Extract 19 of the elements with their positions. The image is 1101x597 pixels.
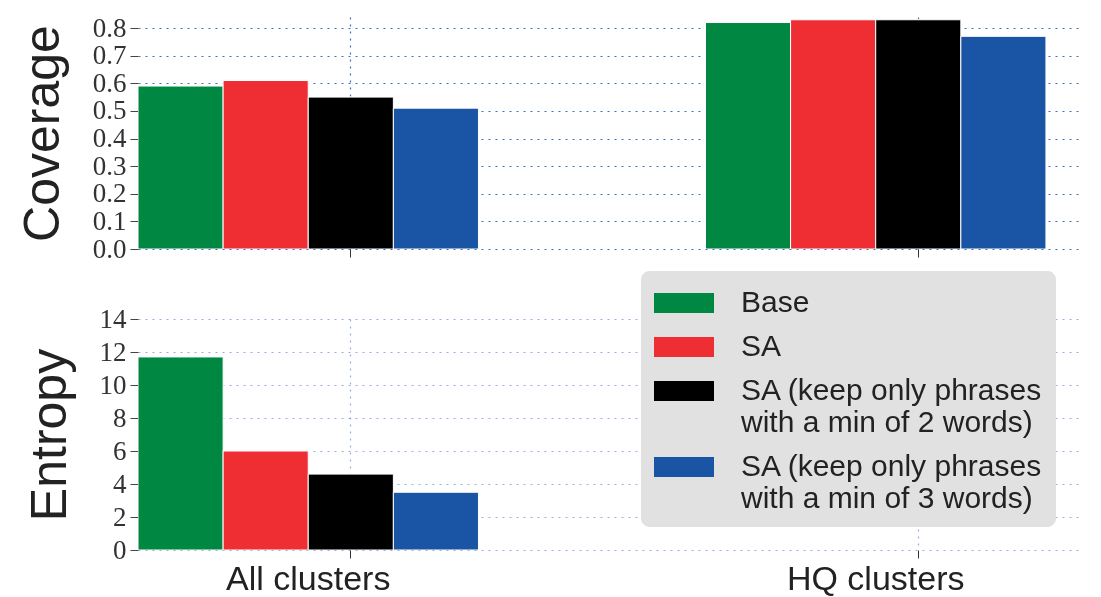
x-tick-label: HQ clusters xyxy=(786,558,965,597)
y-tick-label: 14 xyxy=(99,303,127,334)
legend-label: Base xyxy=(741,285,810,318)
y-axis-title: Coverage xyxy=(13,25,70,242)
y-tick-label: 0.0 xyxy=(92,233,127,264)
y-tick-label: 0.5 xyxy=(92,95,127,126)
x-tick-label: All clusters xyxy=(226,558,391,597)
y-tick-label: 0 xyxy=(113,534,127,565)
legend-label: SA (keep only phrases with a min of 2 words) xyxy=(740,373,1042,438)
y-tick-label: 2 xyxy=(113,501,127,532)
y-tick-label: 4 xyxy=(113,468,127,499)
legend-label: SA (keep only phrases with a min of 3 words) xyxy=(740,449,1042,514)
y-tick-label: 6 xyxy=(113,435,127,466)
y-tick-label: 10 xyxy=(99,369,127,400)
y-tick-label: 0.8 xyxy=(92,12,127,43)
legend-label: SA xyxy=(741,329,782,362)
y-axis-title: Entropy xyxy=(20,348,77,522)
y-tick-label: 12 xyxy=(99,336,127,367)
y-tick-label: 8 xyxy=(113,402,127,433)
